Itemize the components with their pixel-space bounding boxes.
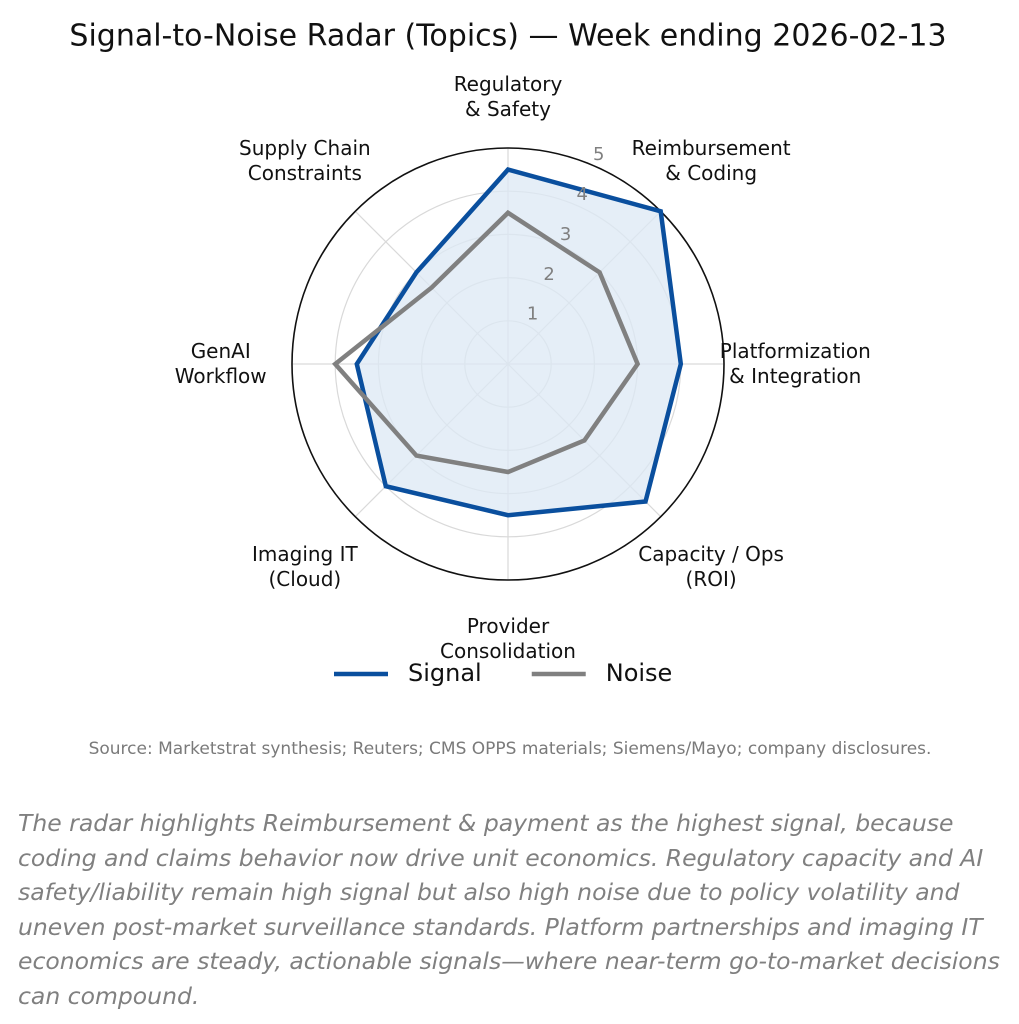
chart: Signal-to-Noise Radar (Topics) — Week en… [69, 19, 946, 688]
series-line [331, 209, 641, 475]
r-tick-label: 5 [593, 144, 604, 165]
category-label: Supply Chain Constraints [239, 135, 371, 185]
category-label: Capacity / Ops (ROI) [638, 542, 784, 592]
category-label: Platformization & Integration [719, 339, 871, 388]
r-tick-label: 1 [527, 304, 538, 325]
caption: The radar highlights Reimbursement & pay… [18, 809, 1000, 1010]
r-tick-label: 3 [560, 224, 571, 245]
category-label: Regulatory & Safety [453, 71, 563, 121]
outer-ring [291, 147, 725, 581]
r-tick-label: 2 [543, 264, 554, 285]
category-label: Imaging IT (Cloud) [251, 542, 358, 592]
series-line [354, 167, 684, 518]
category-label: Provider Consolidation [440, 614, 576, 664]
category-label: GenAI Workflow [174, 339, 267, 388]
legend-label: Noise [606, 659, 673, 687]
category-label: Reimbursement & Coding [631, 135, 791, 185]
chart-title: Signal-to-Noise Radar (Topics) — Week en… [69, 19, 946, 54]
source-note: Source: Marketstrat synthesis; Reuters; … [88, 739, 932, 759]
r-tick-label: 4 [576, 184, 587, 205]
legend-label: Signal [408, 659, 482, 687]
